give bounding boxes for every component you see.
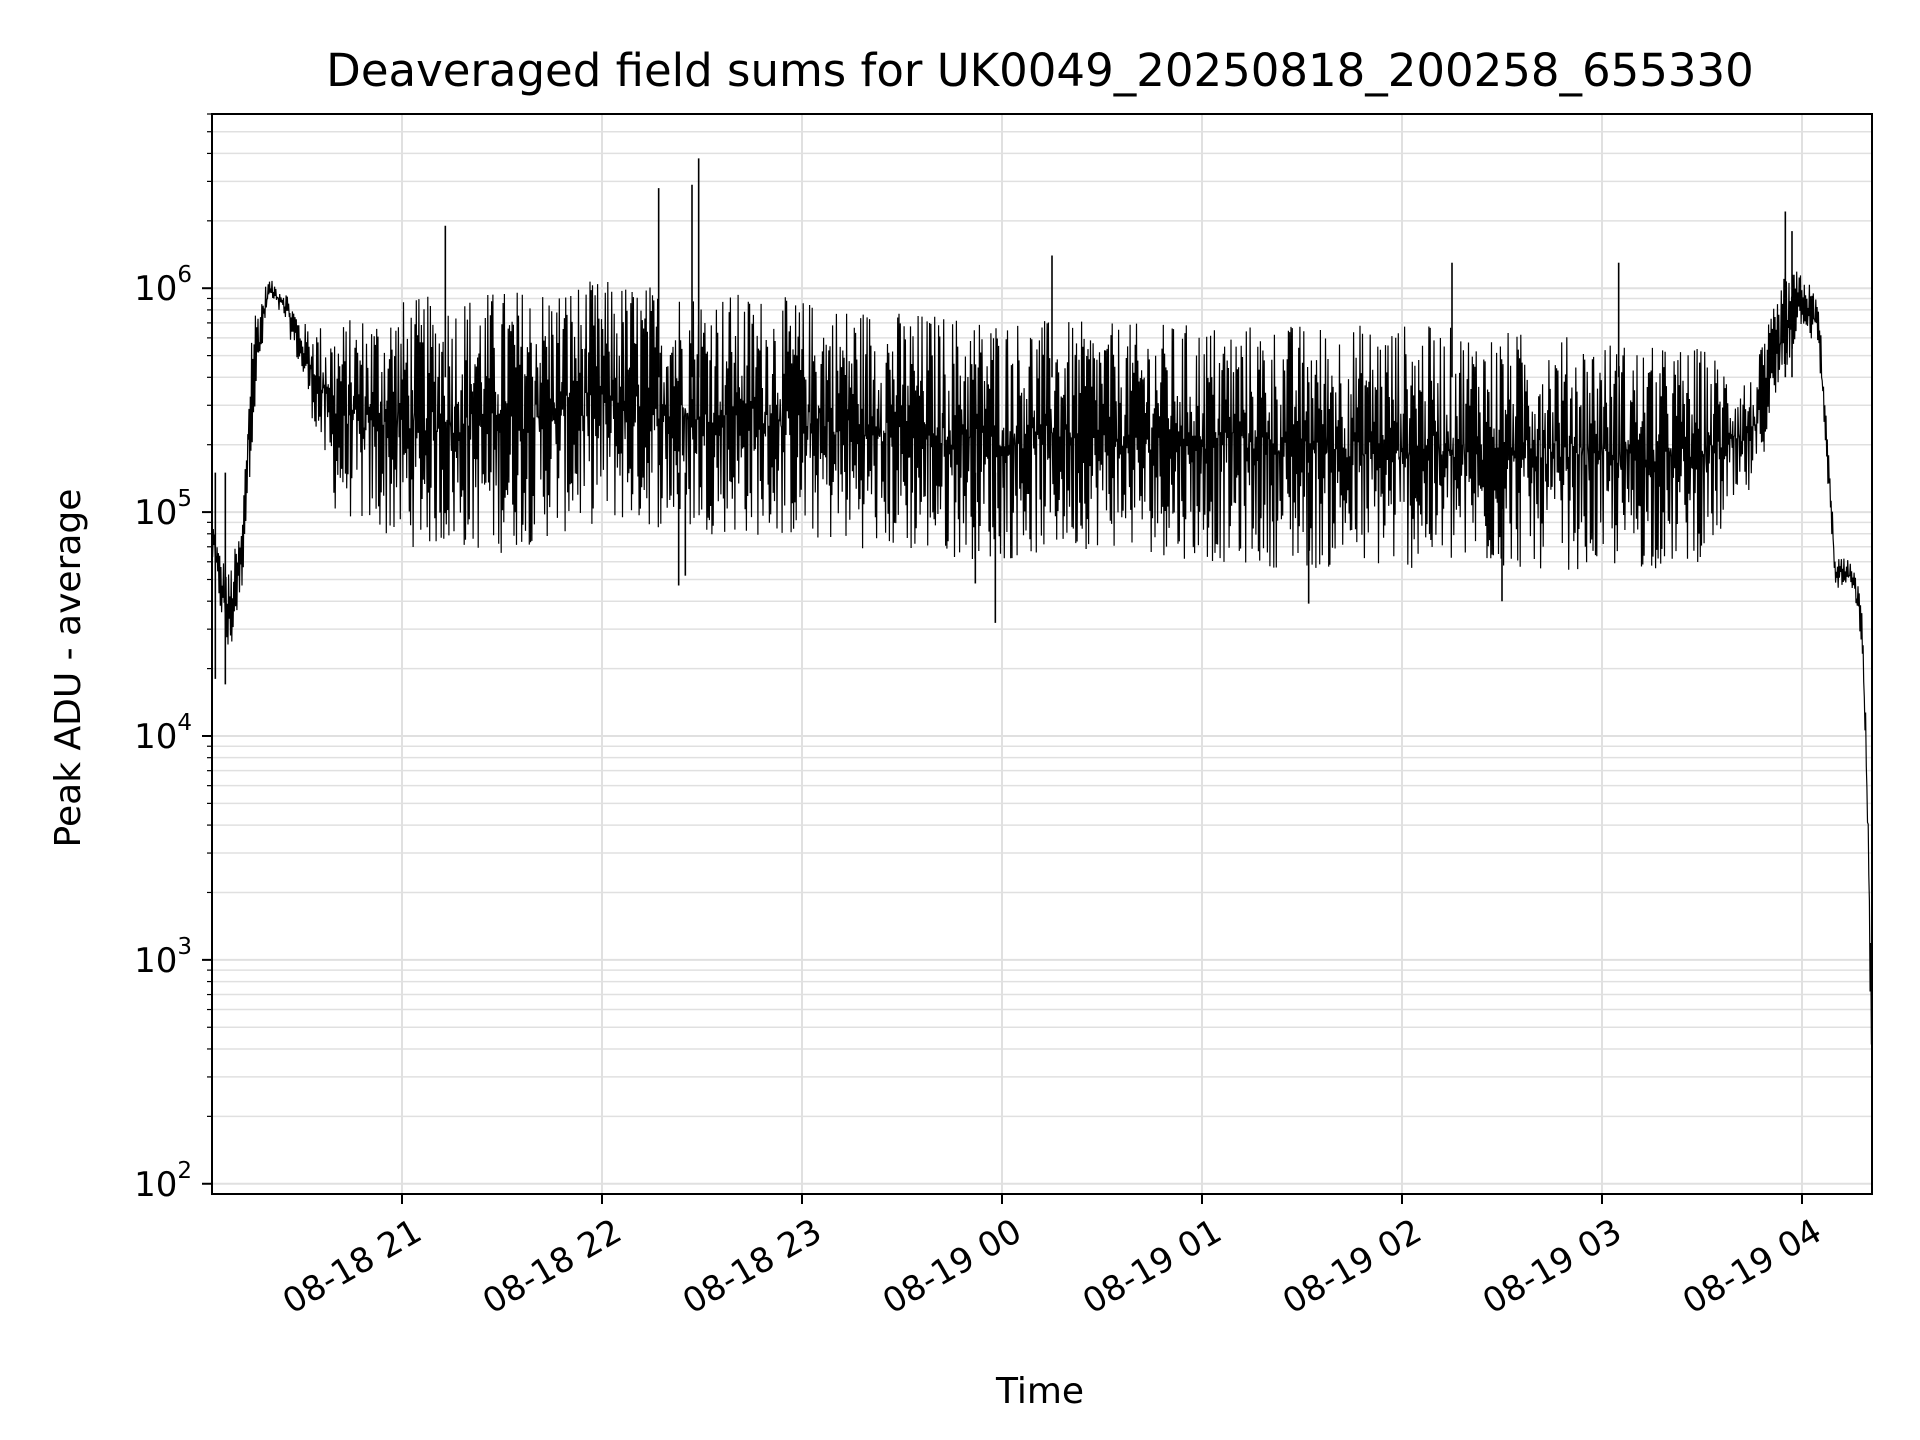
chart-title: Deaveraged field sums for UK0049_2025081… — [326, 44, 1754, 97]
y-tick-label: 103 — [134, 934, 192, 981]
y-axis-title: Peak ADU - average — [48, 489, 89, 848]
grid — [212, 113, 1872, 1194]
plot-area — [211, 158, 1873, 1047]
y-tick-label: 106 — [134, 262, 192, 309]
x-axis-title: Time — [995, 1371, 1084, 1412]
y-tick-label: 104 — [134, 710, 192, 757]
y-tick-label: 105 — [134, 486, 192, 533]
axes-frame — [211, 113, 1873, 1195]
y-axis: 102 103 104 105 106 — [134, 113, 212, 1205]
y-tick-label: 102 — [134, 1158, 192, 1205]
data-series-line — [211, 271, 1873, 1047]
